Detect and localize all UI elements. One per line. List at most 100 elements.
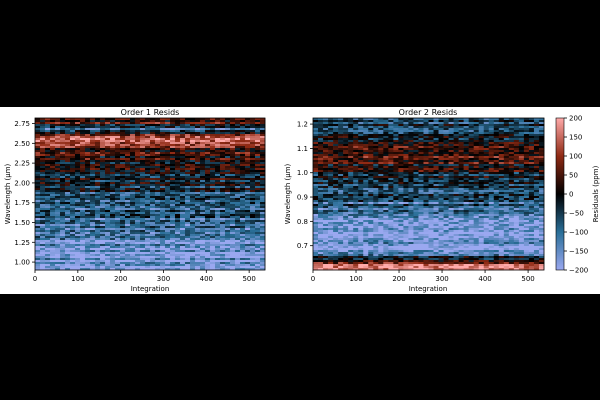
heatmap-cell <box>50 236 56 239</box>
heatmap-cell <box>255 188 261 191</box>
heatmap-cell <box>358 152 364 155</box>
heatmap-cell <box>393 158 399 161</box>
heatmap-cell <box>85 152 91 155</box>
heatmap-cell <box>65 166 71 169</box>
heatmap-cell <box>105 198 111 201</box>
heatmap-cell <box>120 176 126 179</box>
heatmap-cell <box>190 124 196 127</box>
heatmap-cell <box>358 172 364 175</box>
heatmap-cell <box>205 182 211 185</box>
heatmap-cell <box>205 138 211 141</box>
heatmap-cell <box>35 168 41 171</box>
heatmap-cell <box>95 266 101 269</box>
heatmap-cell <box>50 166 56 169</box>
heatmap-cell <box>488 168 495 171</box>
heatmap-cell <box>145 264 151 267</box>
heatmap-cell <box>408 160 414 163</box>
heatmap-cell <box>85 118 91 121</box>
heatmap-cell <box>255 224 261 227</box>
heatmap-cell <box>453 138 459 141</box>
heatmap-cell <box>40 246 46 249</box>
heatmap-cell <box>383 162 389 165</box>
heatmap-cell <box>413 142 419 145</box>
heatmap-cell <box>145 146 151 149</box>
heatmap-cell <box>170 126 176 129</box>
heatmap-cell <box>245 206 251 209</box>
heatmap-cell <box>328 168 334 171</box>
heatmap-cell <box>393 180 399 183</box>
heatmap-cell <box>423 174 429 177</box>
heatmap-cell <box>80 262 86 265</box>
heatmap-cell <box>205 194 211 197</box>
heatmap-cell <box>145 128 151 131</box>
heatmap-cell <box>230 136 236 139</box>
heatmap-cell <box>408 168 414 171</box>
heatmap-cell <box>65 140 71 143</box>
heatmap-cell <box>313 158 319 161</box>
heatmap-cell <box>40 136 46 139</box>
y-tick-label: 1.75 <box>14 199 30 207</box>
heatmap-cell <box>363 150 369 153</box>
heatmap-cell <box>150 208 156 211</box>
heatmap-cell <box>503 126 510 129</box>
heatmap-cell <box>90 150 96 153</box>
heatmap-cell <box>145 152 151 155</box>
heatmap-cell <box>155 240 161 243</box>
heatmap-cell <box>200 120 206 123</box>
heatmap-cell <box>55 244 61 247</box>
heatmap-cell <box>358 124 364 127</box>
heatmap-cell <box>65 210 71 213</box>
heatmap-cell <box>165 204 171 207</box>
heatmap-cell <box>523 122 530 125</box>
heatmap-cell <box>333 170 339 173</box>
heatmap-cell <box>225 204 231 207</box>
heatmap-cell <box>185 150 191 153</box>
heatmap-cell <box>190 226 196 229</box>
heatmap-cell <box>140 168 146 171</box>
heatmap-cell <box>533 142 540 145</box>
heatmap-cell <box>90 122 96 125</box>
heatmap-cell <box>250 174 256 177</box>
heatmap-cell <box>338 148 344 151</box>
heatmap-cell <box>483 136 490 139</box>
heatmap-cell <box>50 120 56 123</box>
heatmap-cell <box>493 164 500 167</box>
heatmap-cell <box>408 142 414 145</box>
heatmap-cell <box>235 140 241 143</box>
heatmap-cell <box>165 238 171 241</box>
heatmap-cell <box>230 150 236 153</box>
heatmap-cell <box>338 168 344 171</box>
heatmap-cell <box>80 142 86 145</box>
heatmap-cell <box>235 240 241 243</box>
heatmap-cell <box>75 168 81 171</box>
heatmap-cell <box>75 238 81 241</box>
heatmap-cell <box>488 150 495 153</box>
heatmap-cell <box>205 120 211 123</box>
heatmap-cell <box>230 214 236 217</box>
heatmap-cell <box>115 132 121 135</box>
heatmap-cell <box>100 268 106 271</box>
heatmap-cell <box>255 168 261 171</box>
heatmap-cell <box>115 224 121 227</box>
heatmap-cell <box>185 160 191 163</box>
heatmap-cell <box>90 120 96 123</box>
heatmap-cell <box>130 254 136 257</box>
heatmap-cell <box>408 120 414 123</box>
heatmap-cell <box>100 204 106 207</box>
heatmap-cell <box>518 172 525 175</box>
heatmap-cell <box>115 230 121 233</box>
heatmap-cell <box>85 242 91 245</box>
heatmap-cell <box>210 162 216 165</box>
heatmap-cell <box>403 160 409 163</box>
heatmap-cell <box>220 172 226 175</box>
heatmap-cell <box>150 140 156 143</box>
heatmap-cell <box>75 118 81 121</box>
heatmap-cell <box>95 150 101 153</box>
heatmap-cell <box>220 196 226 199</box>
heatmap-cell <box>418 120 424 123</box>
heatmap-cell <box>150 184 156 187</box>
heatmap-cell <box>195 168 201 171</box>
heatmap-cell <box>353 146 359 149</box>
heatmap-cell <box>378 154 384 157</box>
heatmap-cell <box>130 138 136 141</box>
